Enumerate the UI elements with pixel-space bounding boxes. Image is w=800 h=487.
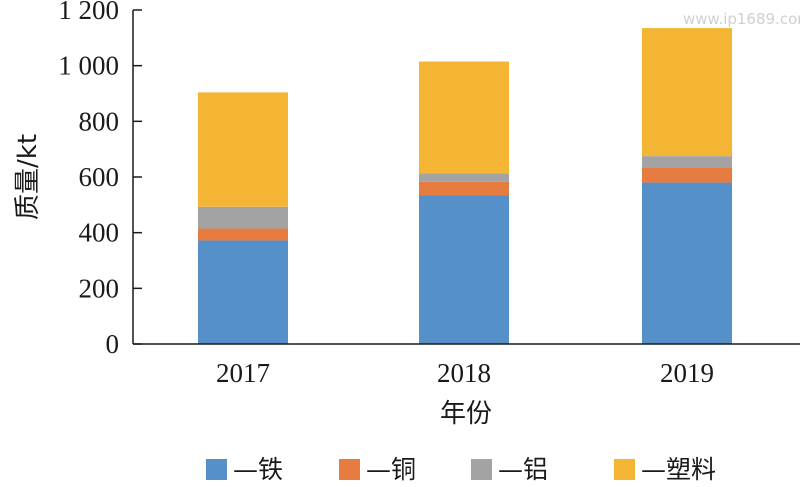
- y-tick-label: 800: [79, 106, 120, 136]
- bar-2018-series-3: [419, 173, 509, 182]
- legend-swatch-series-4: [614, 459, 635, 480]
- bar-2018-series-4: [419, 61, 509, 174]
- bar-2019-series-1: [642, 182, 732, 344]
- y-tick-label: 600: [79, 162, 120, 192]
- legend-swatch-series-1: [206, 459, 227, 480]
- y-tick-label: 0: [106, 329, 120, 359]
- bar-2017-series-3: [198, 206, 288, 229]
- bar-2017-series-1: [198, 240, 288, 344]
- bar-2019-series-2: [642, 167, 732, 183]
- legend-label-series-4: —塑料: [641, 455, 716, 484]
- legend-swatch-series-3: [471, 459, 492, 480]
- legend-label-series-1: —铁: [233, 455, 283, 484]
- bar-2018-series-2: [419, 181, 509, 196]
- bar-2018-series-1: [419, 195, 509, 344]
- y-tick-label: 200: [79, 273, 120, 303]
- watermark-text: www.ip1689.com: [683, 10, 800, 28]
- legend-label-series-2: —铜: [366, 455, 416, 484]
- y-ticks-group: 0 200 400 600 800 1 000 1 200: [58, 0, 142, 359]
- legend-swatch-series-2: [339, 459, 360, 480]
- y-tick-label: 400: [79, 218, 120, 248]
- y-axis-title: 质量/kt: [13, 134, 43, 220]
- bar-2019-series-3: [642, 156, 732, 168]
- x-tick-label: 2017: [216, 358, 270, 388]
- y-tick-label: 1 000: [58, 51, 119, 81]
- x-ticks-group: 2017 2018 2019: [216, 358, 714, 388]
- legend: —铁 —铜 —铝 —塑料: [206, 455, 716, 484]
- bar-2017-series-4: [198, 92, 288, 207]
- legend-label-series-3: —铝: [498, 455, 548, 484]
- bar-2019-series-4: [642, 28, 732, 157]
- x-tick-label: 2019: [660, 358, 714, 388]
- y-tick-label: 1 200: [58, 0, 119, 25]
- bar-2017-series-2: [198, 228, 288, 241]
- x-tick-label: 2018: [437, 358, 491, 388]
- x-axis-title: 年份: [440, 399, 492, 429]
- bars-group: [198, 28, 732, 344]
